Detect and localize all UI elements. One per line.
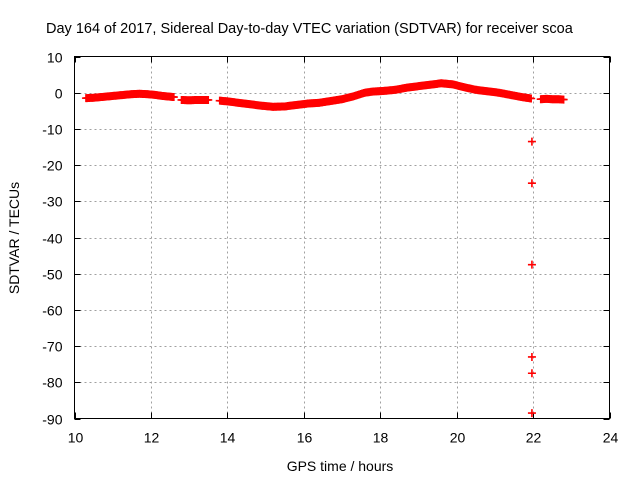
x-axis-label: GPS time / hours bbox=[287, 458, 394, 474]
y-tick-label: -20 bbox=[42, 158, 62, 174]
outlier-point bbox=[527, 352, 536, 361]
y-tick-label: -90 bbox=[42, 412, 62, 428]
data-point bbox=[527, 94, 536, 103]
y-tick-label: 0 bbox=[55, 86, 63, 102]
outlier-point bbox=[527, 369, 536, 378]
x-tick-label: 14 bbox=[220, 430, 236, 446]
outlier-point bbox=[527, 260, 536, 269]
y-tick-label: 10 bbox=[47, 50, 63, 66]
y-tick-label: -60 bbox=[42, 303, 62, 319]
outlier-point bbox=[527, 409, 536, 418]
data-point bbox=[559, 95, 568, 104]
x-tick-label: 22 bbox=[526, 430, 542, 446]
x-tick-label: 16 bbox=[297, 430, 313, 446]
y-tick-label: -40 bbox=[42, 231, 62, 247]
data-point bbox=[169, 93, 178, 102]
x-tick-label: 18 bbox=[373, 430, 389, 446]
outlier-point bbox=[527, 179, 536, 188]
y-axis-label: SDTVAR / TECUs bbox=[6, 182, 22, 294]
outlier-point bbox=[527, 137, 536, 146]
data-points bbox=[81, 79, 568, 418]
grid bbox=[74, 56, 610, 419]
y-tick-label: -50 bbox=[42, 267, 62, 283]
plot-frame bbox=[74, 56, 610, 419]
y-tick-label: -70 bbox=[42, 339, 62, 355]
x-tick-label: 10 bbox=[68, 430, 84, 446]
tick-labels: 10 12 14 16 18 20 22 24 10 0 -10 -20 -30 -40 -50 -60 -70… bbox=[42, 50, 618, 446]
x-tick-label: 24 bbox=[603, 430, 619, 446]
ticks bbox=[74, 56, 611, 420]
data-point bbox=[204, 95, 213, 104]
chart-title: Day 164 of 2017, Sidereal Day-to-day VTE… bbox=[46, 21, 574, 37]
x-tick-label: 20 bbox=[450, 430, 466, 446]
y-tick-label: -30 bbox=[42, 194, 62, 210]
x-tick-label: 12 bbox=[144, 430, 160, 446]
y-tick-label: -80 bbox=[42, 375, 62, 391]
y-tick-label: -10 bbox=[42, 122, 62, 138]
